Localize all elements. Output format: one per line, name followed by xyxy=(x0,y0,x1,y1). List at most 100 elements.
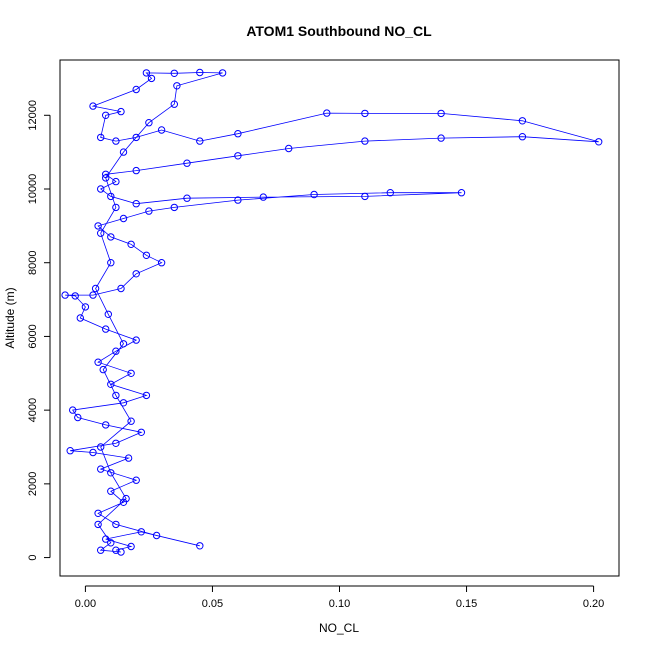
x-tick-label: 0.10 xyxy=(329,598,350,610)
data-point xyxy=(117,548,125,556)
data-point xyxy=(137,428,146,436)
data-point xyxy=(122,494,130,503)
data-point xyxy=(61,291,69,299)
y-tick-label: 0 xyxy=(27,555,39,561)
data-point xyxy=(119,399,128,407)
plot-area xyxy=(59,59,620,577)
data-point xyxy=(69,406,77,414)
data-point xyxy=(97,546,105,554)
data-point xyxy=(518,117,527,125)
data-point xyxy=(112,177,120,186)
data-point xyxy=(437,109,445,118)
data-point xyxy=(196,68,204,77)
data-point xyxy=(132,270,140,278)
data-point xyxy=(285,144,293,153)
data-point xyxy=(147,74,156,83)
y-tick-label: 8000 xyxy=(27,250,39,274)
data-point xyxy=(94,509,102,517)
data-point xyxy=(112,203,120,212)
data-point xyxy=(457,189,466,197)
data-point xyxy=(518,133,527,141)
x-tick-label: 0.20 xyxy=(583,598,604,610)
data-point xyxy=(196,542,204,550)
chart-title: ATOM1 Southbound NO_CL xyxy=(246,23,432,39)
data-point xyxy=(76,314,85,322)
data-point xyxy=(119,498,128,506)
data-point xyxy=(124,454,133,462)
data-point xyxy=(107,487,115,495)
data-point xyxy=(89,448,97,457)
data-point xyxy=(157,126,166,134)
data-point xyxy=(170,69,179,78)
data-point xyxy=(102,325,110,333)
data-point xyxy=(107,192,115,201)
y-tick-label: 2000 xyxy=(27,472,39,496)
data-point xyxy=(97,133,105,142)
data-point xyxy=(102,421,110,429)
data-point xyxy=(112,137,120,145)
y-tick-label: 12000 xyxy=(27,100,39,131)
y-axis-label: Altitude (m) xyxy=(3,287,17,348)
data-point xyxy=(310,190,318,199)
data-point xyxy=(361,137,369,145)
data-point xyxy=(97,465,105,473)
y-tick-label: 10000 xyxy=(27,174,39,205)
data-point xyxy=(595,138,603,146)
x-axis: 0.00 0.05 0.10 0.15 0.20 xyxy=(75,585,604,610)
data-point xyxy=(234,130,242,138)
data-point xyxy=(142,69,151,77)
data-point xyxy=(99,365,107,374)
data-point xyxy=(173,82,181,90)
data-point xyxy=(157,259,166,267)
data-point xyxy=(107,469,115,477)
data-point xyxy=(102,170,110,179)
data-point xyxy=(119,340,128,348)
data-point xyxy=(132,133,140,142)
data-point xyxy=(132,85,140,94)
data-point xyxy=(107,539,115,547)
data-point xyxy=(127,542,135,551)
data-point xyxy=(132,336,140,344)
data-point xyxy=(259,193,267,201)
data-point xyxy=(112,391,120,400)
data-point xyxy=(81,303,90,311)
data-point xyxy=(152,531,161,540)
data-point xyxy=(183,194,191,202)
data-point xyxy=(145,207,153,215)
data-point xyxy=(132,200,140,208)
series-line xyxy=(65,72,599,553)
data-point xyxy=(361,192,369,201)
data-point xyxy=(145,119,153,127)
data-point xyxy=(107,380,115,388)
data-point xyxy=(112,347,120,355)
data-point xyxy=(323,109,331,117)
data-point xyxy=(102,111,110,120)
data-point xyxy=(361,109,369,118)
data-point xyxy=(234,196,242,204)
data-point xyxy=(107,259,115,267)
y-tick-label: 4000 xyxy=(27,398,39,422)
data-point xyxy=(170,100,179,108)
data-point xyxy=(112,520,120,529)
data-point xyxy=(89,102,97,110)
y-axis: 0 2000 4000 6000 8000 10000 12000 xyxy=(27,100,51,561)
data-point xyxy=(117,107,125,116)
data-point xyxy=(137,528,146,536)
data-point xyxy=(437,134,445,142)
data-point xyxy=(386,189,394,197)
data-point xyxy=(74,413,82,422)
data-point xyxy=(127,369,135,377)
data-point xyxy=(183,159,191,167)
data-point xyxy=(112,439,120,447)
data-point xyxy=(107,233,115,241)
plot-series xyxy=(61,68,603,556)
data-point xyxy=(127,417,135,425)
data-point xyxy=(102,174,110,182)
data-point xyxy=(170,203,179,212)
data-point xyxy=(132,476,140,484)
data-point xyxy=(71,292,79,300)
data-point xyxy=(97,185,105,193)
x-tick-label: 0.00 xyxy=(75,598,96,610)
data-point xyxy=(218,69,227,77)
